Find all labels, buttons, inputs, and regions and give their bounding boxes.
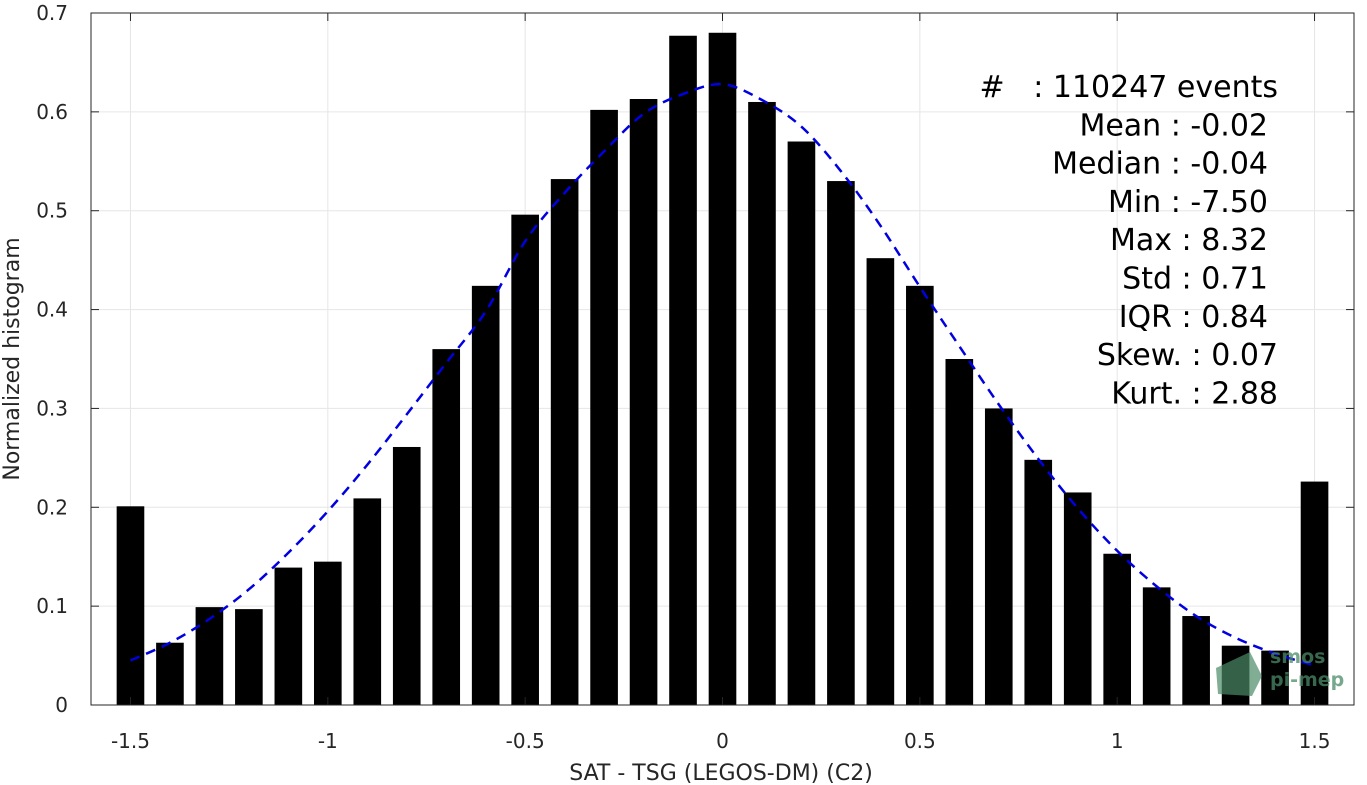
- histogram-bar: [274, 567, 303, 705]
- tick-labels: -1.5 -1 -0.5 0 0.5 1 1.5 0 0.1 0.2 0.3 0.4 0.5 0.6 0.7: [36, 1, 1330, 753]
- stats-line: Max : 8.32: [1110, 223, 1268, 258]
- histogram-bar: [1300, 481, 1329, 705]
- histogram-bar: [984, 408, 1013, 705]
- axes-box: [90, 12, 1355, 706]
- histogram-bar: [748, 101, 776, 705]
- x-tick-label: 1.5: [1299, 729, 1331, 753]
- histogram-bar: [511, 214, 539, 705]
- histogram-bar: [1261, 650, 1289, 705]
- stats-line: Std : 0.71: [1122, 262, 1268, 297]
- histogram-bar: [392, 446, 421, 705]
- stats-line: Skew. : 0.07: [1097, 338, 1278, 373]
- y-tick-label: 0.7: [36, 1, 68, 25]
- stats-line: Mean : -0.02: [1079, 108, 1268, 143]
- histogram-bars: [116, 32, 1329, 706]
- y-axis-label: Normalized histogram: [0, 237, 25, 480]
- histogram-bar: [1024, 459, 1053, 705]
- y-tick-label: 0.3: [36, 396, 68, 420]
- y-tick-label: 0.1: [36, 594, 68, 618]
- histogram-bar: [629, 99, 658, 705]
- histogram-bar: [235, 609, 263, 705]
- y-tick-label: 0: [55, 693, 68, 717]
- x-tick-label: -0.5: [506, 729, 545, 753]
- histogram-bar: [550, 179, 579, 705]
- histogram-bar: [787, 141, 816, 705]
- histogram-bar: [945, 359, 974, 705]
- x-tick-label: 0: [716, 729, 729, 753]
- histogram-bar: [1063, 492, 1092, 705]
- histogram-bar: [116, 506, 145, 705]
- histogram-bar: [827, 181, 855, 706]
- logo-text-line2: pi-mep: [1270, 669, 1344, 691]
- x-tick-label: -1: [318, 729, 338, 753]
- x-axis-label: SAT - TSG (LEGOS-DM) (C2): [569, 761, 873, 785]
- stats-line: Kurt. : 2.88: [1111, 376, 1278, 411]
- histogram-bar: [353, 498, 382, 705]
- histogram-bar: [906, 285, 934, 705]
- x-tick-label: 1: [1111, 729, 1124, 753]
- histogram-bar: [590, 109, 618, 705]
- histogram-bar: [432, 349, 461, 705]
- y-tick-label: 0.6: [36, 100, 68, 124]
- x-tick-label: 0.5: [904, 729, 936, 753]
- histogram-bar: [866, 258, 895, 705]
- histogram-bar: [1142, 587, 1171, 705]
- histogram-bar: [471, 285, 500, 705]
- y-tick-label: 0.5: [36, 199, 68, 223]
- stats-line: Median : -0.04: [1052, 147, 1268, 182]
- logo-mark: [1216, 652, 1262, 696]
- histogram-bar: [156, 642, 184, 705]
- y-tick-label: 0.2: [36, 495, 68, 519]
- stats-line: IQR : 0.84: [1119, 300, 1268, 335]
- histogram-bar: [669, 35, 697, 706]
- logo-text-line1: smos: [1270, 646, 1325, 668]
- x-tick-label: -1.5: [111, 729, 150, 753]
- stats-line: Min : -7.50: [1108, 185, 1268, 220]
- stats-line: # : 110247 events: [979, 70, 1278, 105]
- histogram-bar: [1103, 553, 1132, 705]
- histogram-bar: [195, 607, 224, 705]
- histogram-bar: [313, 561, 342, 705]
- y-tick-label: 0.4: [36, 298, 68, 322]
- histogram-bar: [1182, 616, 1210, 705]
- histogram-bar: [708, 32, 737, 706]
- smos-pi-mep-logo: smos pi-mep: [1216, 646, 1344, 696]
